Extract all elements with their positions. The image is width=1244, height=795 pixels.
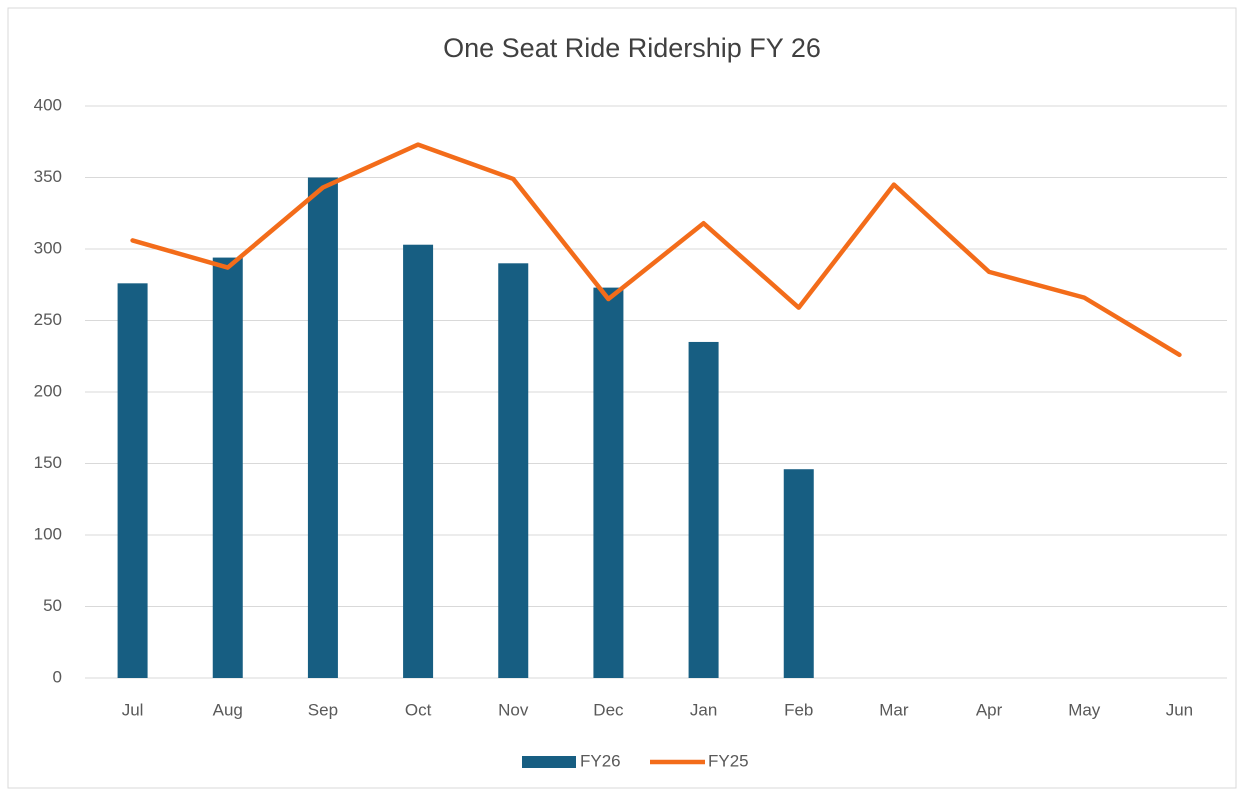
x-tick-label: Aug: [213, 700, 243, 719]
line: [130, 142, 1182, 358]
x-tick-label: Apr: [976, 700, 1003, 719]
x-tick-label: Jun: [1166, 700, 1193, 719]
chart-title: One Seat Ride Ridership FY 26: [443, 33, 821, 63]
bar: [688, 341, 719, 678]
x-tick-label: May: [1068, 700, 1101, 719]
bar: [307, 177, 338, 678]
legend-label: FY26: [580, 751, 621, 770]
x-tick-label: Mar: [879, 700, 909, 719]
legend-label: FY25: [708, 751, 749, 770]
x-tick-label: Sep: [308, 700, 338, 719]
y-tick-label: 100: [34, 524, 62, 543]
y-tick-label: 150: [34, 453, 62, 472]
x-tick-label: Nov: [498, 700, 529, 719]
bar: [403, 244, 434, 678]
x-tick-label: Jan: [690, 700, 717, 719]
bar: [212, 257, 243, 678]
y-tick-label: 350: [34, 167, 62, 186]
y-tick-label: 50: [43, 596, 62, 615]
y-tick-label: 250: [34, 310, 62, 329]
x-tick-label: Feb: [784, 700, 813, 719]
legend-swatch: [522, 756, 576, 768]
bar: [783, 469, 814, 678]
bar: [593, 287, 624, 678]
x-tick-label: Jul: [122, 700, 144, 719]
y-tick-label: 400: [34, 95, 62, 114]
bar: [117, 283, 148, 678]
bar: [498, 263, 529, 678]
y-tick-label: 200: [34, 381, 62, 400]
x-tick-label: Oct: [405, 700, 432, 719]
x-tick-label: Dec: [593, 700, 624, 719]
y-tick-label: 300: [34, 238, 62, 257]
y-tick-label: 0: [53, 667, 62, 686]
